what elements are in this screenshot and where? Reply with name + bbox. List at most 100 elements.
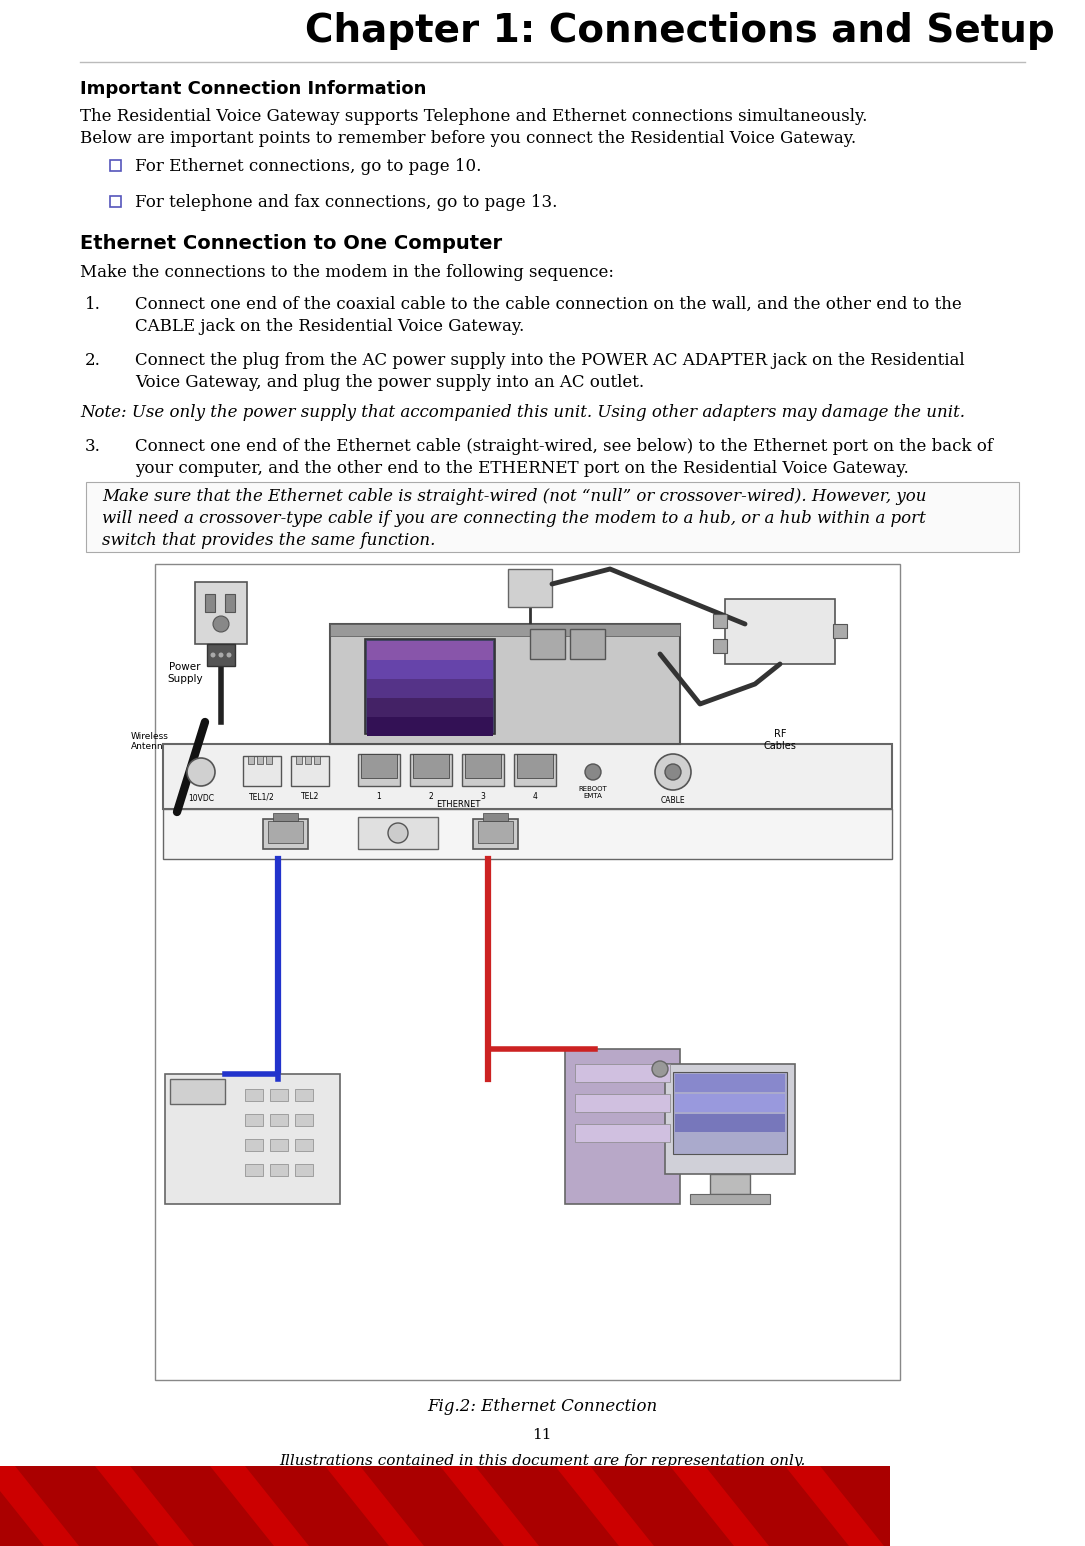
Text: Note: Use only the power supply that accompanied this unit. Using other adapters: Note: Use only the power supply that acc… — [80, 404, 965, 421]
Text: Make the connections to the modem in the following sequence:: Make the connections to the modem in the… — [80, 264, 614, 281]
Bar — [413, 754, 449, 778]
Bar — [575, 1095, 671, 1112]
Text: 3.: 3. — [85, 438, 101, 455]
Bar — [165, 1074, 340, 1204]
Bar — [243, 756, 281, 785]
Text: RCA: RCA — [924, 1473, 1025, 1517]
Text: 11: 11 — [533, 1429, 552, 1442]
Bar — [330, 625, 680, 635]
Text: 4: 4 — [533, 792, 537, 801]
Text: Important Connection Information: Important Connection Information — [80, 80, 426, 97]
Text: RF
Cables: RF Cables — [764, 730, 796, 751]
Text: Ethernet Connection to One Computer: Ethernet Connection to One Computer — [80, 233, 502, 254]
Polygon shape — [820, 1466, 963, 1546]
Bar — [163, 744, 892, 809]
Circle shape — [585, 764, 601, 781]
Circle shape — [655, 754, 691, 790]
Bar — [673, 1071, 787, 1153]
Bar — [110, 196, 122, 207]
Bar — [268, 821, 303, 843]
Bar — [358, 754, 400, 785]
Bar — [245, 1164, 263, 1177]
Text: Chapter 1: Connections and Setup: Chapter 1: Connections and Setup — [305, 12, 1055, 49]
Bar — [575, 1124, 671, 1142]
Bar — [245, 1088, 263, 1101]
Bar — [462, 754, 505, 785]
Bar — [690, 1194, 770, 1204]
Bar — [367, 642, 493, 660]
Bar — [295, 1115, 312, 1125]
Bar — [565, 1050, 680, 1204]
Text: Wireless
Antenna: Wireless Antenna — [131, 731, 169, 751]
Bar — [665, 1064, 795, 1173]
Text: The Residential Voice Gateway supports Telephone and Ethernet connections simult: The Residential Voice Gateway supports T… — [80, 108, 867, 125]
Circle shape — [227, 652, 231, 657]
Bar — [483, 813, 508, 821]
Text: Connect one end of the coaxial cable to the cable connection on the wall, and th: Connect one end of the coaxial cable to … — [135, 295, 961, 312]
Bar — [529, 629, 565, 659]
Polygon shape — [245, 1466, 390, 1546]
Polygon shape — [0, 1466, 44, 1546]
Text: Make sure that the Ethernet cable is straight-wired (not “null” or crossover-wir: Make sure that the Ethernet cable is str… — [102, 489, 927, 506]
Bar — [367, 679, 493, 697]
Text: 10VDC: 10VDC — [188, 795, 214, 802]
Text: switch that provides the same function.: switch that provides the same function. — [102, 532, 435, 549]
Bar — [514, 754, 556, 785]
Text: your computer, and the other end to the ETHERNET port on the Residential Voice G: your computer, and the other end to the … — [135, 461, 909, 478]
Bar — [508, 569, 552, 608]
Text: Fig.2: Ethernet Connection: Fig.2: Ethernet Connection — [426, 1398, 658, 1415]
Bar — [358, 816, 438, 849]
Text: 2.: 2. — [85, 352, 101, 369]
Bar — [270, 1139, 288, 1152]
Bar — [296, 756, 302, 764]
Text: RF
Cables: RF Cables — [513, 580, 547, 600]
Circle shape — [213, 615, 229, 632]
Bar — [713, 614, 727, 628]
Circle shape — [665, 764, 681, 781]
Bar — [410, 754, 452, 785]
Polygon shape — [130, 1466, 275, 1546]
Polygon shape — [360, 1466, 505, 1546]
Text: Cable
Splitter: Cable Splitter — [761, 609, 800, 631]
Bar — [675, 1074, 786, 1091]
Bar — [86, 482, 1019, 552]
Text: Connect the plug from the AC power supply into the POWER AC ADAPTER jack on the : Connect the plug from the AC power suppl… — [135, 352, 965, 369]
Text: Illustrations contained in this document are for representation only.: Illustrations contained in this document… — [279, 1453, 805, 1469]
Bar — [163, 809, 892, 860]
Bar — [473, 819, 518, 849]
Bar — [0, 1466, 1085, 1546]
Bar — [270, 1115, 288, 1125]
Bar — [305, 756, 311, 764]
Bar — [110, 159, 122, 172]
Bar — [890, 1466, 1085, 1546]
Text: 1.: 1. — [85, 295, 101, 312]
Bar — [295, 1164, 312, 1177]
Bar — [314, 756, 320, 764]
Text: THOMSON: THOMSON — [976, 1517, 1041, 1526]
Bar — [516, 754, 553, 778]
Text: TEL2: TEL2 — [301, 792, 319, 801]
Text: For telephone and fax connections, go to page 13.: For telephone and fax connections, go to… — [135, 193, 558, 210]
Bar — [273, 813, 298, 821]
Bar — [295, 1088, 312, 1101]
Bar — [675, 1095, 786, 1112]
Bar — [570, 629, 605, 659]
Bar — [270, 1088, 288, 1101]
Text: For Ethernet connections, go to page 10.: For Ethernet connections, go to page 10. — [135, 158, 482, 175]
Bar — [367, 697, 493, 717]
Bar — [205, 594, 215, 612]
Text: TEL1/2: TEL1/2 — [250, 792, 275, 801]
Circle shape — [187, 758, 215, 785]
Bar — [257, 756, 263, 764]
Bar — [295, 1139, 312, 1152]
Bar — [713, 638, 727, 652]
Bar — [365, 638, 495, 734]
Text: Below are important points to remember before you connect the Residential Voice : Below are important points to remember b… — [80, 130, 856, 147]
Bar — [465, 754, 501, 778]
Text: 3: 3 — [481, 792, 485, 801]
Circle shape — [652, 1061, 668, 1078]
Text: by: by — [967, 1517, 983, 1526]
Bar — [291, 756, 329, 785]
Bar — [367, 717, 493, 736]
Polygon shape — [935, 1466, 1078, 1546]
